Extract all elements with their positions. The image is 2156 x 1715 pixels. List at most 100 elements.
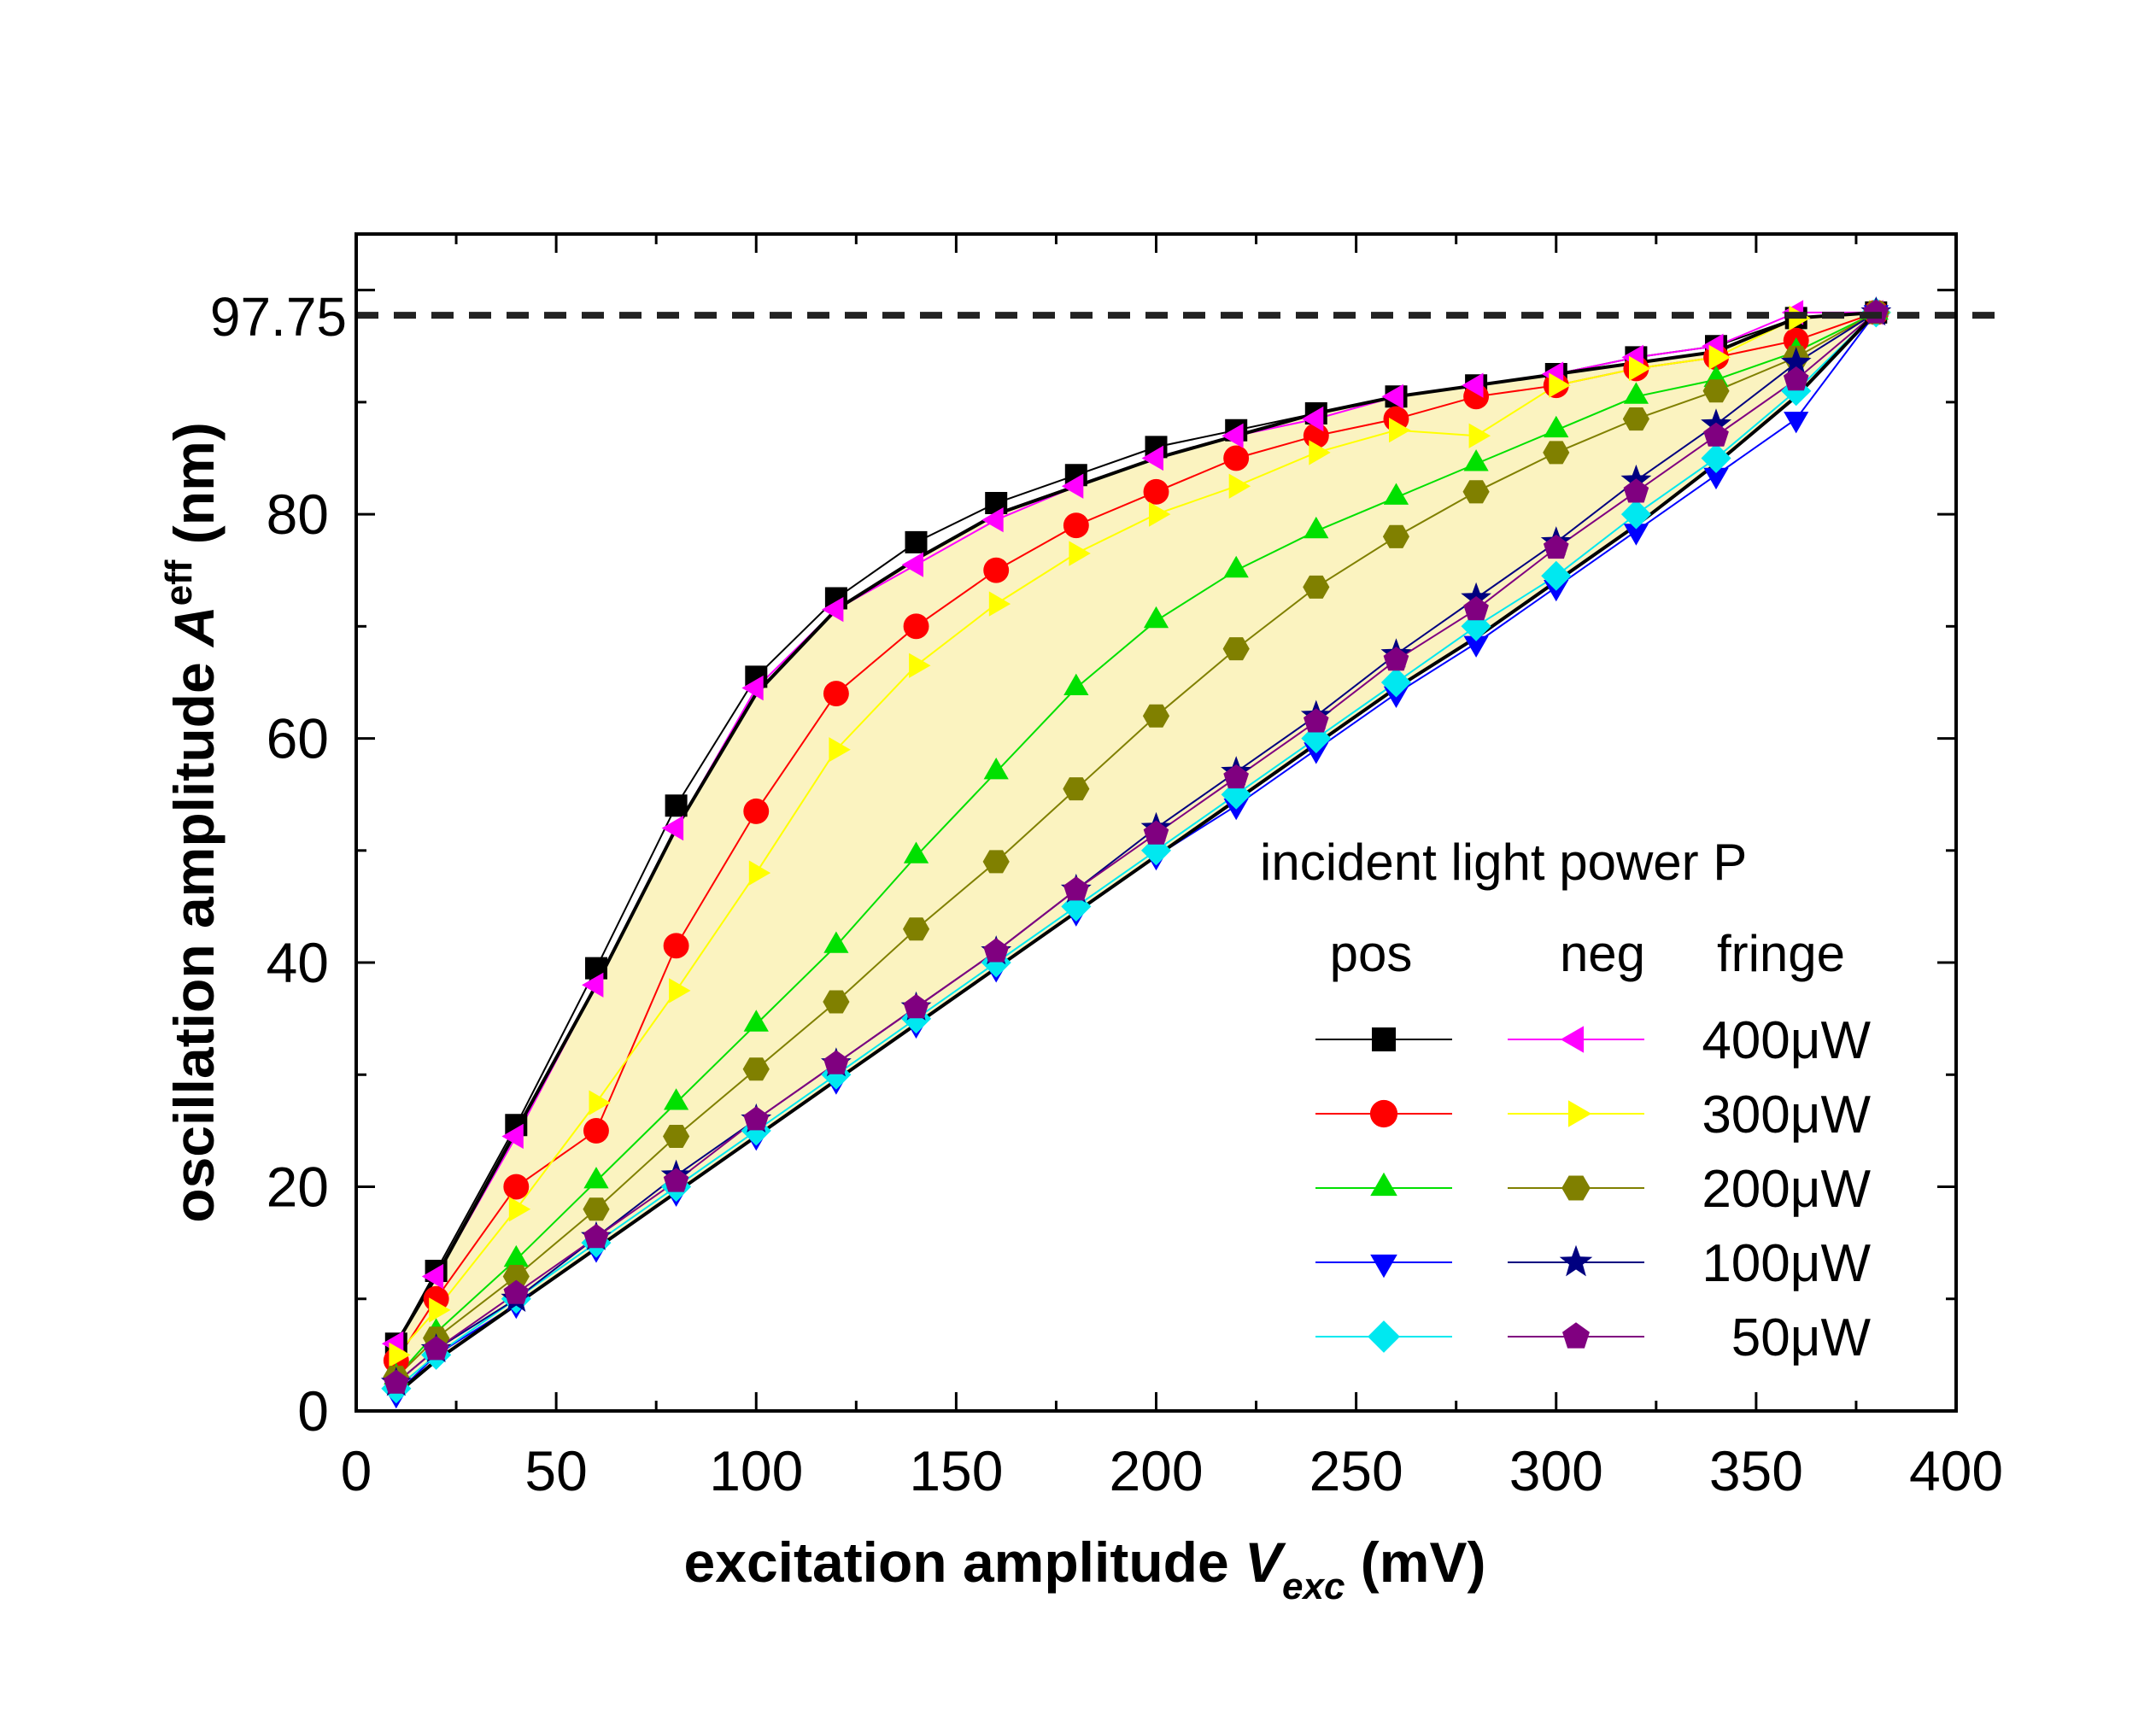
data-point-s3-14	[1383, 483, 1409, 505]
data-point-s3-16	[1544, 415, 1569, 438]
data-point-s7-17	[1629, 355, 1651, 382]
y-tick-label: 20	[267, 1156, 329, 1219]
data-point-s2-9	[983, 557, 1010, 583]
data-point-s10-4	[583, 1224, 609, 1249]
data-point-s8-3	[502, 1265, 530, 1288]
data-point-s10-10	[1063, 876, 1089, 901]
legend-power-2: 300μW	[1702, 1086, 1871, 1144]
data-point-s7-12	[1228, 473, 1251, 499]
data-point-s6-6	[741, 675, 764, 701]
data-point-s7-3	[508, 1197, 531, 1222]
data-point-s7-9	[988, 591, 1011, 617]
data-point-s6-11	[1141, 445, 1163, 471]
y-tick-label: 40	[267, 931, 329, 994]
data-point-s8-17	[1622, 407, 1649, 431]
y-axis-label: oscillation amplitude Aeff (nm)	[158, 422, 226, 1223]
data-point-s9-19	[1780, 347, 1812, 377]
series-line-8	[395, 312, 1877, 1378]
data-point-s8-4	[583, 1197, 610, 1221]
data-point-s10-12	[1223, 764, 1249, 789]
legend-header-neg: neg	[1560, 925, 1645, 982]
data-point-s8-16	[1543, 441, 1570, 465]
data-point-s3-11	[1143, 606, 1169, 629]
y-tick-label: 0	[297, 1379, 329, 1443]
legend-header-fringe: fringe	[1717, 925, 1845, 982]
data-point-s6-7	[822, 597, 844, 623]
x-axis-label-main: excitation amplitude	[684, 1531, 1245, 1594]
data-point-s2-4	[583, 1117, 609, 1144]
data-point-s1-5	[665, 794, 688, 817]
y-axis-label-main: oscillation amplitude	[162, 647, 226, 1223]
data-point-s4-19	[1784, 412, 1809, 434]
legend-marker-neg-1	[1560, 1026, 1585, 1053]
data-point-s6-4	[582, 972, 604, 998]
data-point-s7-6	[748, 860, 771, 886]
x-tick-label: 50	[524, 1439, 587, 1502]
data-point-s10-7	[823, 1050, 849, 1074]
y-axis-label-var: A	[162, 606, 226, 648]
data-point-s10-14	[1383, 647, 1409, 671]
data-point-s8-18	[1702, 379, 1730, 403]
data-point-s8-8	[903, 917, 930, 941]
data-point-s7-4	[589, 1090, 611, 1115]
legend-power-4: 100μW	[1702, 1234, 1871, 1293]
data-point-s6-5	[661, 815, 684, 841]
x-tick-label: 200	[1109, 1439, 1203, 1502]
data-point-s2-5	[663, 933, 689, 959]
data-point-s7-16	[1549, 372, 1571, 398]
data-point-s6-14	[1381, 383, 1403, 409]
data-point-s4-18	[1703, 467, 1729, 490]
data-point-s3-10	[1063, 673, 1089, 695]
legend-power-1: 400μW	[1702, 1011, 1871, 1070]
data-point-s3-5	[664, 1088, 689, 1110]
data-point-s3-15	[1463, 449, 1489, 471]
data-point-s10-8	[903, 993, 929, 1019]
y-tick-label: 80	[267, 483, 329, 546]
data-point-s2-3	[503, 1174, 530, 1200]
legend: incident light power P pos neg fringe 400μW 3…	[1260, 834, 1871, 1367]
data-point-s4-17	[1623, 524, 1649, 546]
data-point-s6-10	[1061, 473, 1084, 499]
data-point-s3-17	[1623, 382, 1649, 404]
data-point-s5-17	[1620, 499, 1651, 530]
data-point-s6-8	[901, 552, 923, 577]
data-point-s3-4	[583, 1167, 609, 1189]
data-point-s7-18	[1708, 344, 1731, 370]
data-point-s6-3	[501, 1123, 524, 1150]
legend-marker-pos-3	[1370, 1172, 1397, 1197]
data-point-s5-14	[1380, 667, 1411, 698]
data-point-s3-3	[503, 1244, 529, 1267]
data-point-s8-11	[1142, 704, 1170, 728]
series-line-7	[395, 311, 1877, 1356]
series-line-3	[395, 312, 1877, 1378]
data-point-s6-9	[981, 507, 1004, 533]
reference-label: 97.75	[210, 286, 347, 348]
x-tick-label: 0	[341, 1439, 372, 1502]
data-point-s3-8	[903, 841, 929, 863]
data-point-s10-2	[423, 1336, 449, 1361]
data-point-s7-15	[1468, 423, 1491, 448]
legend-marker-pos-2	[1369, 1099, 1398, 1128]
data-point-s5-13	[1301, 723, 1332, 754]
x-axis-label-unit: (mV)	[1345, 1531, 1485, 1594]
legend-marker-neg-3	[1561, 1175, 1591, 1201]
data-point-s2-12	[1223, 445, 1250, 471]
data-point-s7-11	[1149, 501, 1171, 527]
x-axis-label: excitation amplitude Vexc (mV)	[684, 1531, 1486, 1607]
data-point-s6-13	[1301, 406, 1324, 432]
plot-layer	[380, 296, 1892, 1409]
data-point-s8-15	[1462, 480, 1490, 504]
data-point-s2-6	[743, 798, 770, 824]
legend-marker-neg-4	[1559, 1244, 1593, 1277]
data-point-s7-10	[1069, 541, 1091, 566]
data-point-s10-15	[1463, 596, 1489, 621]
x-tick-label: 100	[709, 1439, 803, 1502]
data-point-s10-18	[1703, 422, 1729, 447]
data-point-s10-16	[1543, 534, 1569, 559]
y-axis-label-sup: eff	[158, 559, 200, 606]
data-point-s2-7	[823, 681, 849, 707]
data-point-s1-9	[985, 492, 1008, 514]
x-tick-label: 300	[1509, 1439, 1603, 1502]
data-point-s8-14	[1382, 524, 1409, 548]
data-point-s3-6	[743, 1010, 769, 1032]
